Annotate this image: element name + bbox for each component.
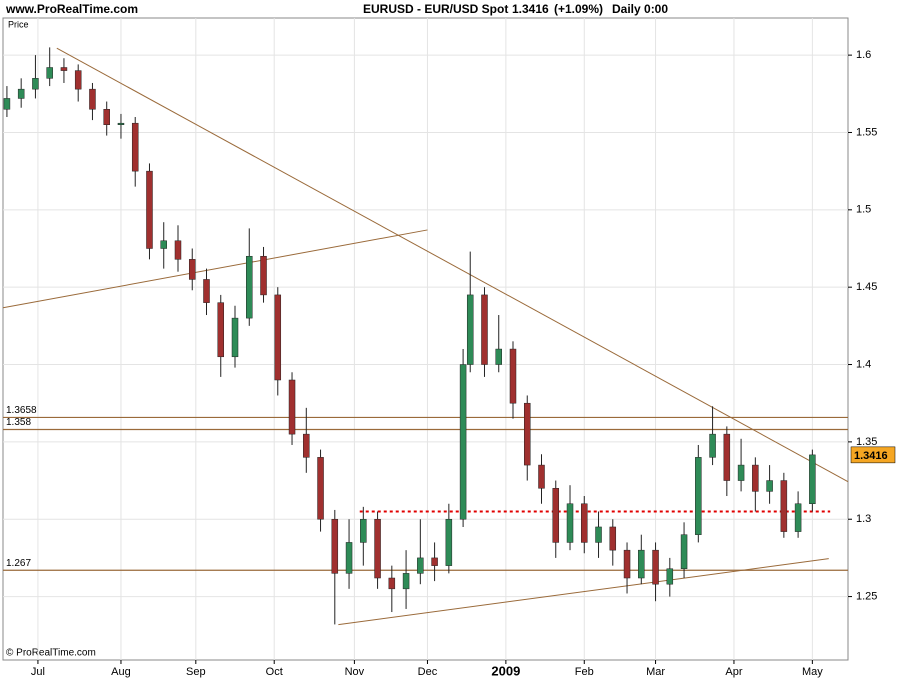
- candle-body: [174, 240, 182, 260]
- candle-body: [809, 454, 816, 505]
- candle-body: [246, 255, 253, 319]
- candle-body: [131, 122, 139, 172]
- candle-body: [388, 577, 396, 590]
- candle-body: [466, 294, 474, 365]
- candle-body: [46, 67, 53, 79]
- candle-body: [203, 279, 210, 303]
- copyright: © ProRealTime.com: [6, 648, 96, 659]
- level-label: 1.358: [6, 417, 31, 428]
- price-label: Price: [8, 19, 29, 29]
- y-tick-label: 1.4: [856, 358, 871, 370]
- candle-body: [331, 518, 339, 574]
- candle-body: [303, 433, 310, 458]
- candle-body: [566, 503, 574, 543]
- candle-body: [103, 109, 110, 125]
- x-tick-label: Mar: [646, 666, 665, 678]
- y-tick-label: 1.55: [856, 126, 877, 138]
- candle-body: [523, 402, 531, 466]
- x-tick-label: Sep: [186, 666, 206, 678]
- candle-body: [509, 348, 517, 404]
- level-label: 1.3658: [6, 405, 37, 416]
- candle-body: [652, 549, 659, 585]
- last-price-box: [850, 446, 896, 464]
- x-tick-label: Nov: [345, 666, 365, 678]
- change: (+1.09%): [554, 2, 603, 16]
- candle-body: [360, 518, 367, 543]
- y-tick-label: 1.25: [856, 590, 877, 602]
- y-tick-label: 1.6: [856, 49, 871, 61]
- x-tick-label: Apr: [725, 666, 742, 678]
- candle-body: [160, 240, 167, 249]
- candle-body: [146, 170, 153, 249]
- candle-body: [74, 70, 82, 90]
- candle-body: [217, 302, 225, 358]
- candle-body: [695, 457, 702, 535]
- x-tick-label: May: [802, 666, 823, 678]
- candle-body: [3, 98, 11, 110]
- candle-body: [766, 480, 773, 492]
- candle-body: [595, 526, 602, 543]
- candle-body: [723, 433, 731, 481]
- candle-body: [459, 364, 467, 520]
- y-tick-label: 1.45: [856, 281, 877, 293]
- candle-body: [737, 464, 745, 481]
- candle-body: [231, 317, 239, 358]
- candle-body: [60, 67, 68, 71]
- candle-body: [32, 78, 39, 90]
- candle-body: [89, 88, 96, 110]
- candle-body: [288, 379, 296, 435]
- last-price-header: 1.3416: [512, 2, 549, 16]
- candle-body: [481, 294, 488, 365]
- candle-body: [495, 348, 502, 365]
- candle-body: [609, 526, 617, 551]
- x-tick-label: Jul: [31, 666, 45, 678]
- last-price-label: 1.3416: [854, 450, 888, 462]
- candle-body: [417, 557, 424, 574]
- site-name: www.ProRealTime.com: [5, 2, 138, 16]
- candle-body: [794, 503, 802, 532]
- candle-body: [780, 480, 788, 532]
- candle-body: [317, 457, 324, 520]
- y-tick-label: 1.3: [856, 513, 871, 525]
- candle-body: [431, 557, 438, 566]
- instrument: EURUSD - EUR/USD Spot: [363, 2, 508, 16]
- x-tick-label: Oct: [266, 666, 283, 678]
- candle-body: [445, 518, 453, 566]
- y-tick-label: 1.5: [856, 204, 871, 216]
- period: Daily 0:00: [612, 2, 668, 16]
- candle-body: [345, 542, 353, 574]
- trend-line: [2, 229, 428, 309]
- candle-body: [709, 433, 716, 458]
- level-label: 1.267: [6, 558, 31, 569]
- candle-body: [260, 255, 267, 296]
- candle-body: [752, 464, 759, 492]
- candle-body: [623, 549, 631, 579]
- candle-body: [274, 294, 282, 381]
- trend-line: [56, 47, 849, 483]
- candle-body: [666, 568, 674, 585]
- x-tick-label: Feb: [575, 666, 594, 678]
- x-tick-label: 2009: [491, 663, 520, 678]
- y-tick-label: 1.35: [856, 436, 877, 448]
- x-tick-label: Dec: [418, 666, 438, 678]
- trend-line: [338, 558, 829, 626]
- candle-body: [552, 488, 560, 543]
- candle-body: [402, 573, 410, 590]
- plot-frame: [2, 17, 849, 661]
- candle-body: [581, 503, 588, 543]
- candle-body: [374, 518, 381, 579]
- candle-body: [680, 534, 688, 569]
- candle-body: [638, 549, 645, 579]
- candle-body: [538, 464, 545, 489]
- candle-body: [188, 259, 196, 280]
- candle-body: [17, 88, 25, 99]
- x-tick-label: Aug: [111, 666, 131, 678]
- candle-body: [117, 122, 125, 125]
